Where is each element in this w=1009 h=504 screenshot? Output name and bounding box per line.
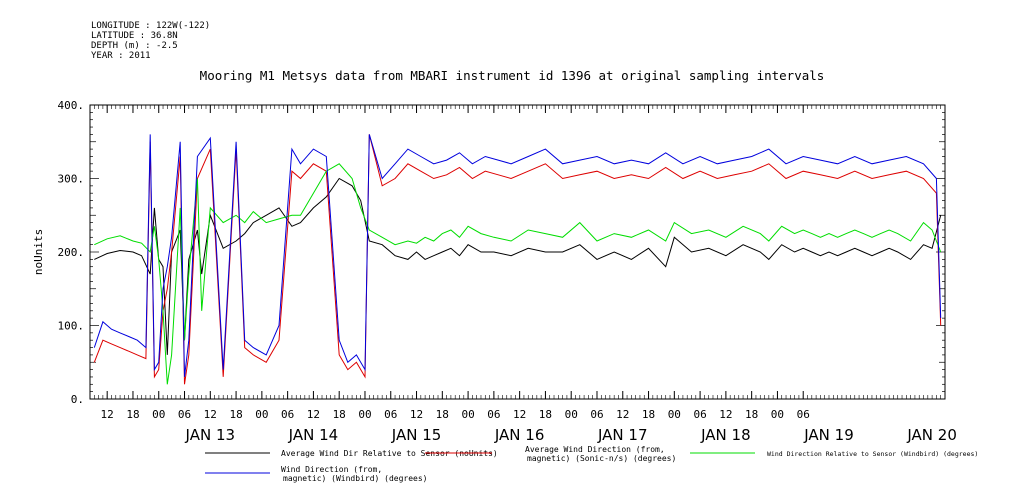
x-tick-label: 00 [771, 408, 784, 421]
x-tick-label: 00 [255, 408, 268, 421]
series-line-4 [93, 134, 942, 377]
x-tick-label: 00 [152, 408, 165, 421]
y-tick-label: 300. [58, 173, 85, 186]
x-date-label: JAN 17 [597, 426, 648, 444]
x-tick-label: 12 [719, 408, 732, 421]
legend-label-blue-1: Wind Direction (from, [281, 465, 382, 474]
legend-label-blue-2: magnetic) (Windbird) (degrees) [283, 474, 428, 483]
longitude-label: LONGITUDE : 122W(-122) [91, 21, 211, 31]
x-tick-label: 00 [668, 408, 681, 421]
x-tick-label: 12 [204, 408, 217, 421]
x-tick-label: 18 [745, 408, 758, 421]
x-tick-label: 00 [358, 408, 371, 421]
x-tick-label: 06 [487, 408, 500, 421]
x-tick-label: 18 [126, 408, 139, 421]
y-tick-label: 400. [58, 99, 85, 112]
x-tick-label: 00 [461, 408, 474, 421]
legend-label-red-1: Average Wind Direction (from, [525, 445, 665, 454]
series-line-2 [93, 134, 942, 385]
series-line-3 [94, 163, 942, 385]
x-tick-label: 18 [229, 408, 242, 421]
y-tick-label: 0. [71, 393, 84, 406]
x-tick-label: 00 [565, 408, 578, 421]
x-tick-label: 12 [410, 408, 423, 421]
x-tick-label: 12 [101, 408, 114, 421]
x-tick-label: 06 [590, 408, 603, 421]
x-tick-label: 06 [384, 408, 397, 421]
x-tick-label: 06 [693, 408, 706, 421]
x-tick-label: 06 [178, 408, 191, 421]
x-date-label: JAN 13 [185, 426, 236, 444]
y-tick-label: 100. [58, 320, 85, 333]
x-tick-label: 18 [436, 408, 449, 421]
x-date-label: JAN 14 [288, 426, 339, 444]
depth-label: DEPTH (m) : -2.5 [91, 41, 178, 51]
x-date-label: JAN 16 [494, 426, 545, 444]
x-tick-label: 18 [539, 408, 552, 421]
x-tick-label: 18 [642, 408, 655, 421]
legend: Average Wind Dir Relative to Sensor (noU… [205, 445, 978, 483]
latitude-label: LATITUDE : 36.8N [91, 31, 178, 41]
x-tick-label: 12 [307, 408, 320, 421]
y-tick-label: 200. [58, 246, 85, 259]
legend-label-black: Average Wind Dir Relative to Sensor (noU… [281, 449, 498, 458]
legend-label-green: Wind Direction Relative to Sensor (Windb… [767, 450, 978, 458]
x-date-label: JAN 18 [700, 426, 751, 444]
year-label: YEAR : 2011 [91, 51, 151, 61]
x-tick-label: 12 [513, 408, 526, 421]
x-tick-label: 12 [616, 408, 629, 421]
x-tick-label: 18 [333, 408, 346, 421]
series-line-1 [94, 177, 942, 355]
x-date-label: JAN 15 [391, 426, 442, 444]
x-tick-label: 06 [281, 408, 294, 421]
plot-frame [89, 104, 946, 400]
x-date-label: JAN 19 [803, 426, 854, 444]
plot-area: 12 18 00 06 12 18 00 06 12 18 00 06 12 18 00 06 12 18 00 06… [58, 99, 957, 444]
legend-label-red-2: magnetic) (Sonic-n/s) (degrees) [527, 454, 676, 463]
x-tick-label: 06 [797, 408, 810, 421]
metadata-block: LONGITUDE : 122W(-122) LATITUDE : 36.8N … [91, 21, 210, 61]
chart-title: Mooring M1 Metsys data from MBARI instru… [200, 68, 825, 83]
x-date-label: JAN 20 [906, 426, 957, 444]
y-axis-label: noUnits [32, 229, 45, 275]
